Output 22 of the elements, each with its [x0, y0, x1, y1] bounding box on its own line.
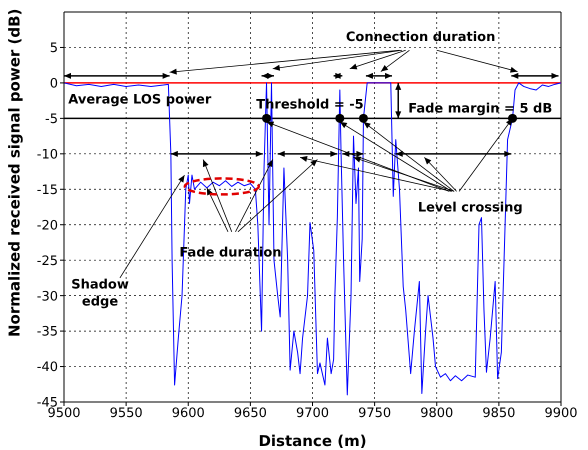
x-axis-title: Distance (m)	[258, 432, 367, 450]
y-tick-label: -20	[36, 218, 58, 234]
x-tick-label: 9800	[420, 406, 454, 422]
annotation: Shadow edge	[71, 278, 129, 310]
y-tick-label: 0	[50, 76, 58, 92]
y-tick-label: -35	[36, 324, 58, 340]
x-tick-label: 9550	[110, 406, 143, 422]
annotation: Connection duration	[346, 30, 496, 46]
y-axis-title: Normalized received signal power (dB)	[5, 8, 24, 337]
y-tick-label: -25	[36, 254, 58, 269]
x-tick-label: 9650	[234, 406, 267, 422]
y-tick-label: -5	[45, 112, 58, 127]
x-tick-label: 9850	[482, 406, 516, 422]
y-tick-label: 5	[50, 41, 58, 56]
y-tick-label: -15	[36, 182, 58, 198]
y-tick-label: -40	[36, 360, 58, 376]
x-tick-label: 9700	[296, 406, 330, 422]
y-tick-label: -30	[36, 289, 58, 304]
x-tick-label: 9750	[358, 406, 392, 422]
x-tick-label: 9600	[172, 406, 205, 422]
x-tick-label: 9900	[544, 406, 578, 422]
y-tick-label: -10	[36, 147, 58, 162]
